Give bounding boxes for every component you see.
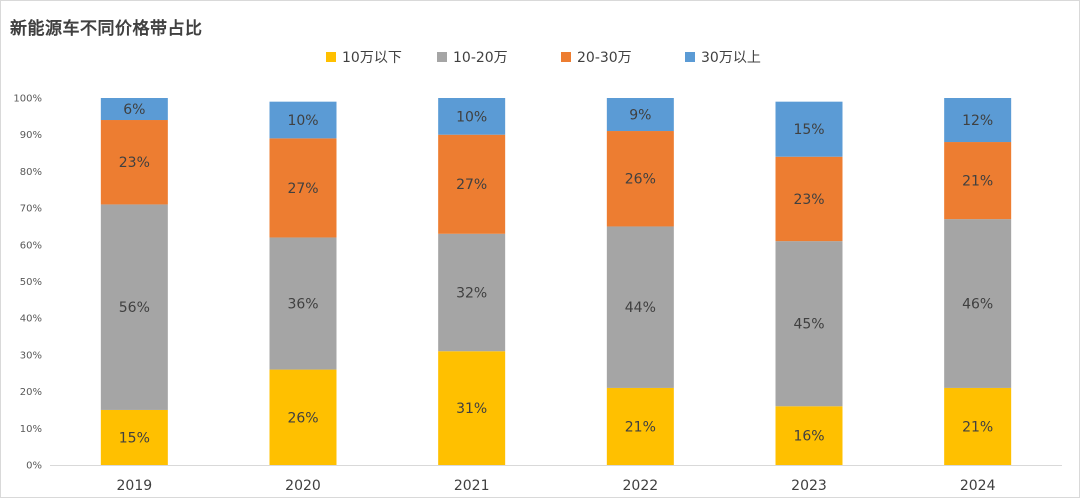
bar-segment (944, 219, 1012, 388)
y-tick-label: 90% (20, 130, 42, 141)
y-tick-label: 80% (20, 167, 42, 178)
x-tick-label: 2019 (117, 478, 153, 494)
bar-segment (269, 138, 337, 238)
x-tick-label: 2022 (623, 478, 659, 494)
bar-segment (606, 98, 674, 132)
bar-segment (438, 351, 506, 465)
x-tick-label: 2023 (791, 478, 827, 494)
data-label: 21% (962, 174, 993, 190)
bar-segment (269, 369, 337, 465)
legend-swatch (326, 52, 336, 62)
data-label: 6% (123, 102, 145, 118)
legend-label: 30万以上 (701, 50, 761, 66)
bar-segment (775, 156, 843, 242)
data-label: 26% (287, 410, 318, 426)
bar-segment (944, 142, 1012, 220)
data-label: 46% (962, 297, 993, 313)
legend-label: 10-20万 (453, 50, 508, 66)
bar-segment (100, 120, 168, 205)
data-label: 56% (119, 300, 150, 316)
data-label: 36% (287, 297, 318, 313)
y-tick-label: 20% (20, 387, 42, 398)
data-label: 9% (629, 108, 651, 124)
data-label: 32% (456, 286, 487, 302)
y-tick-label: 60% (20, 240, 42, 251)
bar-segment (100, 204, 168, 410)
chart-title: 新能源车不同价格带占比 (10, 19, 203, 39)
y-tick-label: 40% (20, 314, 42, 325)
data-label: 45% (793, 317, 824, 333)
data-label: 26% (625, 172, 656, 188)
bar-segment (606, 226, 674, 388)
y-tick-label: 70% (20, 204, 42, 215)
y-tick-label: 30% (20, 350, 42, 361)
bar-segment (269, 237, 337, 370)
bar-segment (100, 98, 168, 121)
data-label: 23% (793, 192, 824, 208)
bar-segment (438, 98, 506, 135)
data-label: 44% (625, 300, 656, 316)
bar-segment (606, 387, 674, 465)
legend-swatch (685, 52, 695, 62)
data-label: 12% (962, 113, 993, 129)
bar-segment (775, 406, 843, 465)
data-label: 15% (793, 122, 824, 138)
bar-segment (606, 131, 674, 227)
y-tick-label: 100% (13, 94, 42, 105)
data-label: 10% (456, 109, 487, 125)
data-label: 27% (287, 181, 318, 197)
bar-segment (100, 409, 168, 465)
data-label: 15% (119, 430, 150, 446)
bar-segment (438, 134, 506, 234)
data-label: 31% (456, 401, 487, 417)
data-label: 27% (456, 177, 487, 193)
y-tick-label: 50% (20, 277, 42, 288)
bar-segment (944, 98, 1012, 143)
legend-label: 10万以下 (342, 50, 402, 66)
data-label: 10% (287, 113, 318, 129)
bar-segment (269, 101, 337, 139)
bar-segment (438, 233, 506, 352)
data-label: 21% (962, 419, 993, 435)
legend-label: 20-30万 (577, 50, 632, 66)
data-label: 16% (793, 429, 824, 445)
bar-segment (775, 101, 843, 157)
x-tick-label: 2024 (960, 478, 996, 494)
y-tick-label: 10% (20, 424, 42, 435)
legend-swatch (561, 52, 571, 62)
y-tick-label: 0% (26, 461, 42, 472)
x-tick-label: 2020 (285, 478, 321, 494)
x-tick-label: 2021 (454, 478, 490, 494)
data-label: 21% (625, 419, 656, 435)
data-label: 23% (119, 155, 150, 171)
bar-segment (944, 387, 1012, 465)
legend-swatch (437, 52, 447, 62)
bar-segment (775, 241, 843, 407)
